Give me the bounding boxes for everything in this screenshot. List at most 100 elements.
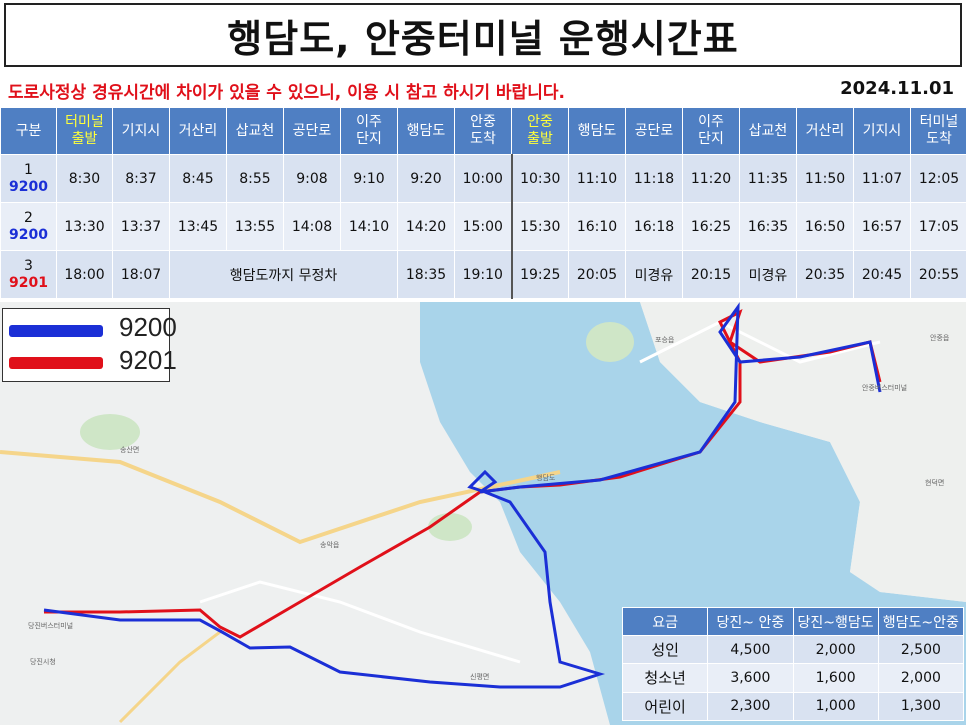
- not-served-cell: 미경유: [739, 250, 797, 299]
- header-sapgyocheon: 삽교천: [226, 107, 284, 155]
- header-category: 구분: [0, 107, 57, 155]
- time-cell: 16:35: [739, 202, 797, 251]
- time-cell: 17:05: [910, 202, 966, 251]
- time-cell: 8:45: [169, 154, 227, 203]
- fare-table: 요금 당진~ 안중 당진~행담도 행담도~안중 성인 4,500 2,000 2…: [621, 607, 965, 722]
- time-cell: 9:10: [340, 154, 398, 203]
- time-cell: 11:20: [682, 154, 740, 203]
- legend-swatch-9200: [9, 325, 103, 337]
- row-label: 3 9201: [0, 250, 57, 299]
- notice-text: 도로사정상 경유시간에 차이가 있을 수 있으니, 이용 시 참고 하시기 바랍…: [8, 83, 565, 103]
- fare-header-row: 요금 당진~ 안중 당진~행담도 행담도~안중: [621, 607, 965, 636]
- header-gongdanro-return: 공단로: [625, 107, 683, 155]
- header-terminal-arrive: 터미널 도착: [910, 107, 966, 155]
- header-anjung-arrive: 안중 도착: [454, 107, 512, 155]
- time-cell: 13:37: [112, 202, 170, 251]
- timetable-row: 2 9200 13:30 13:37 13:45 13:55 14:08 14:1…: [0, 202, 966, 251]
- road: [199, 580, 521, 664]
- header-gijisi: 기지시: [112, 107, 170, 155]
- not-served-cell: 미경유: [625, 250, 683, 299]
- fare-header: 당진~ 안중: [707, 607, 794, 636]
- header-terminal-depart: 터미널 출발: [56, 107, 113, 155]
- time-cell: 14:08: [283, 202, 341, 251]
- time-cell: 20:05: [568, 250, 626, 299]
- legend-label-9201: 9201: [119, 345, 177, 375]
- timetable-row: 3 9201 18:00 18:07 행담도까지 무정차 18:35 19:10 …: [0, 250, 966, 299]
- time-cell: 12:05: [910, 154, 966, 203]
- map-label: 신평면: [470, 672, 489, 681]
- fare-cell: 2,500: [877, 634, 965, 665]
- fare-row: 청소년 3,600 1,600 2,000: [621, 663, 965, 693]
- fare-cell: 1,600: [792, 663, 879, 693]
- time-cell: 11:50: [796, 154, 854, 203]
- time-cell: 18:35: [397, 250, 455, 299]
- legend-swatch-9201: [9, 357, 103, 369]
- legend-label-9200: 9200: [119, 312, 177, 342]
- fare-cell: 2,300: [707, 691, 794, 722]
- header-iju-danji: 이주 단지: [340, 107, 398, 155]
- route-9200-line: [43, 302, 882, 689]
- header-gongdanro: 공단로: [283, 107, 341, 155]
- page-title: 행담도, 안중터미널 운행시간표: [227, 16, 739, 61]
- map-label: 안중버스터미널: [862, 383, 907, 392]
- fare-row: 어린이 2,300 1,000 1,300: [621, 691, 965, 722]
- fare-cell: 3,600: [707, 663, 794, 693]
- map-label: 송악읍: [320, 541, 340, 549]
- time-cell: 13:30: [56, 202, 113, 251]
- map-label: 안중읍: [930, 333, 950, 342]
- time-cell: 19:25: [510, 250, 569, 299]
- time-cell: 8:30: [56, 154, 113, 203]
- fare-cell: 1,300: [877, 691, 965, 722]
- park-area: [586, 322, 634, 362]
- fare-header: 행담도~안중: [877, 607, 965, 636]
- map-label: 당진시청: [30, 657, 56, 666]
- time-cell: 11:07: [853, 154, 911, 203]
- time-cell: 16:10: [568, 202, 626, 251]
- header-gijisi-return: 기지시: [853, 107, 911, 155]
- nonstop-note: 행담도까지 무정차: [169, 250, 398, 299]
- fare-category: 청소년: [621, 663, 709, 693]
- time-cell: 8:55: [226, 154, 284, 203]
- time-cell: 16:57: [853, 202, 911, 251]
- timetable-row: 1 9200 8:30 8:37 8:45 8:55 9:08 9:10 9:20…: [0, 154, 966, 203]
- time-cell: 10:30: [510, 154, 569, 203]
- fare-header: 당진~행담도: [792, 607, 879, 636]
- road: [639, 320, 881, 364]
- park-area: [428, 513, 472, 541]
- fare-header: 요금: [621, 607, 709, 636]
- time-cell: 20:35: [796, 250, 854, 299]
- time-cell: 15:00: [454, 202, 512, 251]
- map-label: 송산면: [120, 445, 139, 454]
- fare-row: 성인 4,500 2,000 2,500: [621, 634, 965, 665]
- land-right: [640, 302, 966, 602]
- fare-cell: 1,000: [792, 691, 879, 722]
- time-cell: 11:35: [739, 154, 797, 203]
- time-cell: 20:15: [682, 250, 740, 299]
- sea-inlet: [440, 302, 560, 432]
- fare-cell: 2,000: [792, 634, 879, 665]
- row-label: 1 9200: [0, 154, 57, 203]
- map-label: 현덕면: [925, 478, 944, 487]
- header-iju-danji-return: 이주 단지: [682, 107, 740, 155]
- route-legend: 9200 9201: [2, 308, 177, 382]
- park-area: [80, 414, 140, 450]
- time-cell: 9:08: [283, 154, 341, 203]
- time-cell: 13:45: [169, 202, 227, 251]
- time-cell: 20:45: [853, 250, 911, 299]
- time-cell: 16:18: [625, 202, 683, 251]
- effective-date: 2024.11.01: [840, 78, 954, 99]
- fare-category: 성인: [621, 634, 709, 665]
- time-cell: 16:50: [796, 202, 854, 251]
- road: [118, 630, 221, 724]
- row-label: 2 9200: [0, 202, 57, 251]
- time-cell: 18:00: [56, 250, 113, 299]
- map-label: 포승읍: [655, 336, 675, 344]
- fare-cell: 4,500: [707, 634, 794, 665]
- time-cell: 10:00: [454, 154, 512, 203]
- header-geosanri-return: 거산리: [796, 107, 854, 155]
- time-cell: 19:10: [454, 250, 512, 299]
- time-cell: 8:37: [112, 154, 170, 203]
- time-cell: 20:55: [910, 250, 966, 299]
- time-cell: 16:25: [682, 202, 740, 251]
- road: [0, 450, 561, 545]
